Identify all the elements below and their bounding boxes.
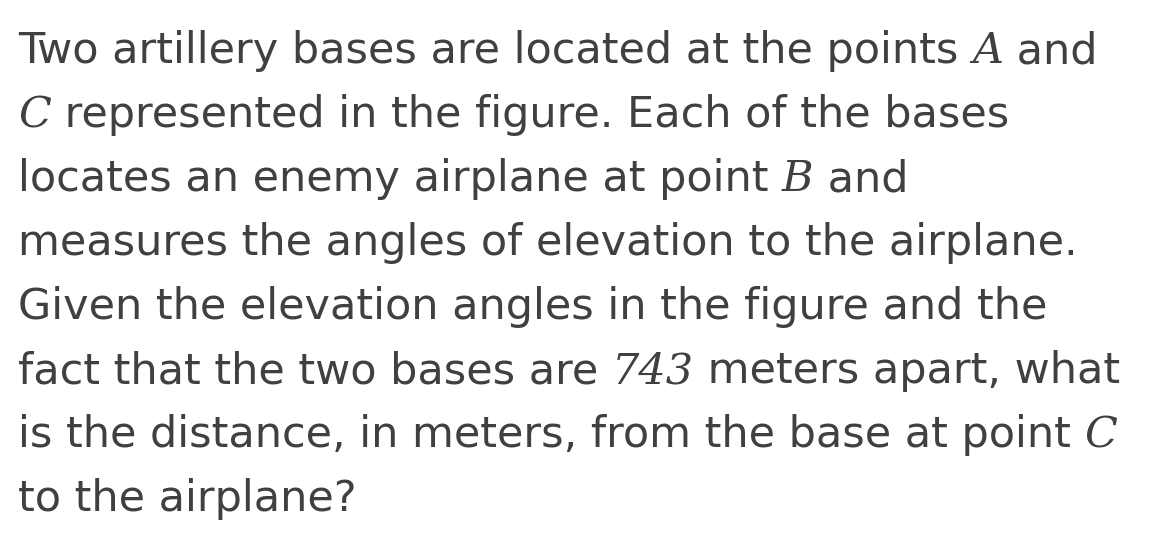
Text: meters apart, what: meters apart, what [694,350,1121,392]
Text: represented in the figure. Each of the bases: represented in the figure. Each of the b… [51,94,1009,136]
Text: C: C [1085,414,1117,456]
Text: C: C [18,94,51,136]
Text: 743: 743 [612,350,694,392]
Text: is the distance, in meters, from the base at point: is the distance, in meters, from the bas… [18,414,1085,456]
Text: and: and [1003,30,1097,72]
Text: measures the angles of elevation to the airplane.: measures the angles of elevation to the … [18,222,1078,264]
Text: B: B [782,158,814,200]
Text: Given the elevation angles in the figure and the: Given the elevation angles in the figure… [18,286,1048,328]
Text: A: A [972,30,1003,72]
Text: Two artillery bases are located at the points: Two artillery bases are located at the p… [18,30,972,72]
Text: to the airplane?: to the airplane? [18,478,357,520]
Text: fact that the two bases are: fact that the two bases are [18,350,612,392]
Text: and: and [814,158,908,200]
Text: locates an enemy airplane at point: locates an enemy airplane at point [18,158,782,200]
